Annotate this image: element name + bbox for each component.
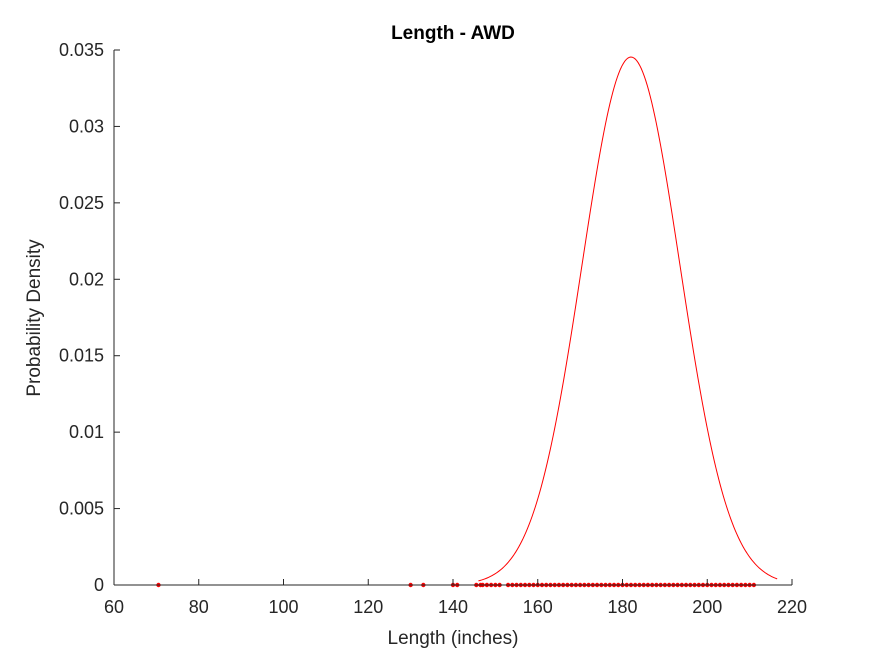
y-tick-label: 0.03: [69, 116, 104, 136]
x-tick-label: 100: [268, 597, 298, 617]
x-tick-label: 120: [353, 597, 383, 617]
y-axis-label: Probability Density: [24, 239, 45, 397]
y-tick-label: 0.025: [59, 193, 104, 213]
y-tick-label: 0: [94, 575, 104, 595]
plot-area: [114, 50, 792, 585]
x-tick-label: 180: [607, 597, 637, 617]
x-tick-label: 60: [104, 597, 124, 617]
x-tick-label: 200: [692, 597, 722, 617]
x-ticks: 60 80 100 120 140 160 180 200 220: [104, 579, 807, 617]
x-tick-label: 140: [438, 597, 468, 617]
y-tick-label: 0.01: [69, 422, 104, 442]
x-axis-label: Length (inches): [388, 628, 519, 649]
y-ticks: 0 0.005 0.01 0.015 0.02 0.025 0.03 0.035: [59, 40, 120, 595]
x-tick-label: 220: [777, 597, 807, 617]
chart-title: Length - AWD: [391, 23, 515, 44]
y-tick-label: 0.035: [59, 40, 104, 60]
normal-pdf-curve: [478, 56, 778, 582]
y-tick-label: 0.02: [69, 269, 104, 289]
plot-marks: [156, 56, 778, 588]
y-tick-label: 0.015: [59, 346, 104, 366]
y-tick-label: 0.005: [59, 499, 104, 519]
x-tick-label: 160: [523, 597, 553, 617]
x-tick-label: 80: [189, 597, 209, 617]
